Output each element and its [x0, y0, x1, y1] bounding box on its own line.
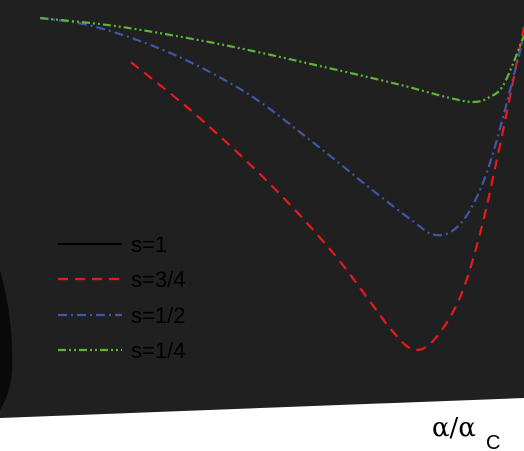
s1-curve-shadow [0, 270, 13, 410]
series-layer [40, 16, 524, 351]
legend-label-s34: s=3/4 [131, 267, 185, 292]
legend: s=1 s=3/4 s=1/2 s=1/4 [58, 232, 185, 363]
legend-label-s12: s=1/2 [131, 303, 185, 328]
x-axis-label: α/α [432, 413, 476, 443]
series-line-1 [130, 26, 524, 351]
plot-area-background [0, 0, 524, 418]
legend-label-s14: s=1/4 [131, 338, 185, 363]
series-line-3 [40, 16, 524, 104]
x-axis-label-subscript: C [486, 432, 500, 451]
series-line-2 [40, 16, 524, 237]
legend-label-s1: s=1 [131, 232, 167, 257]
